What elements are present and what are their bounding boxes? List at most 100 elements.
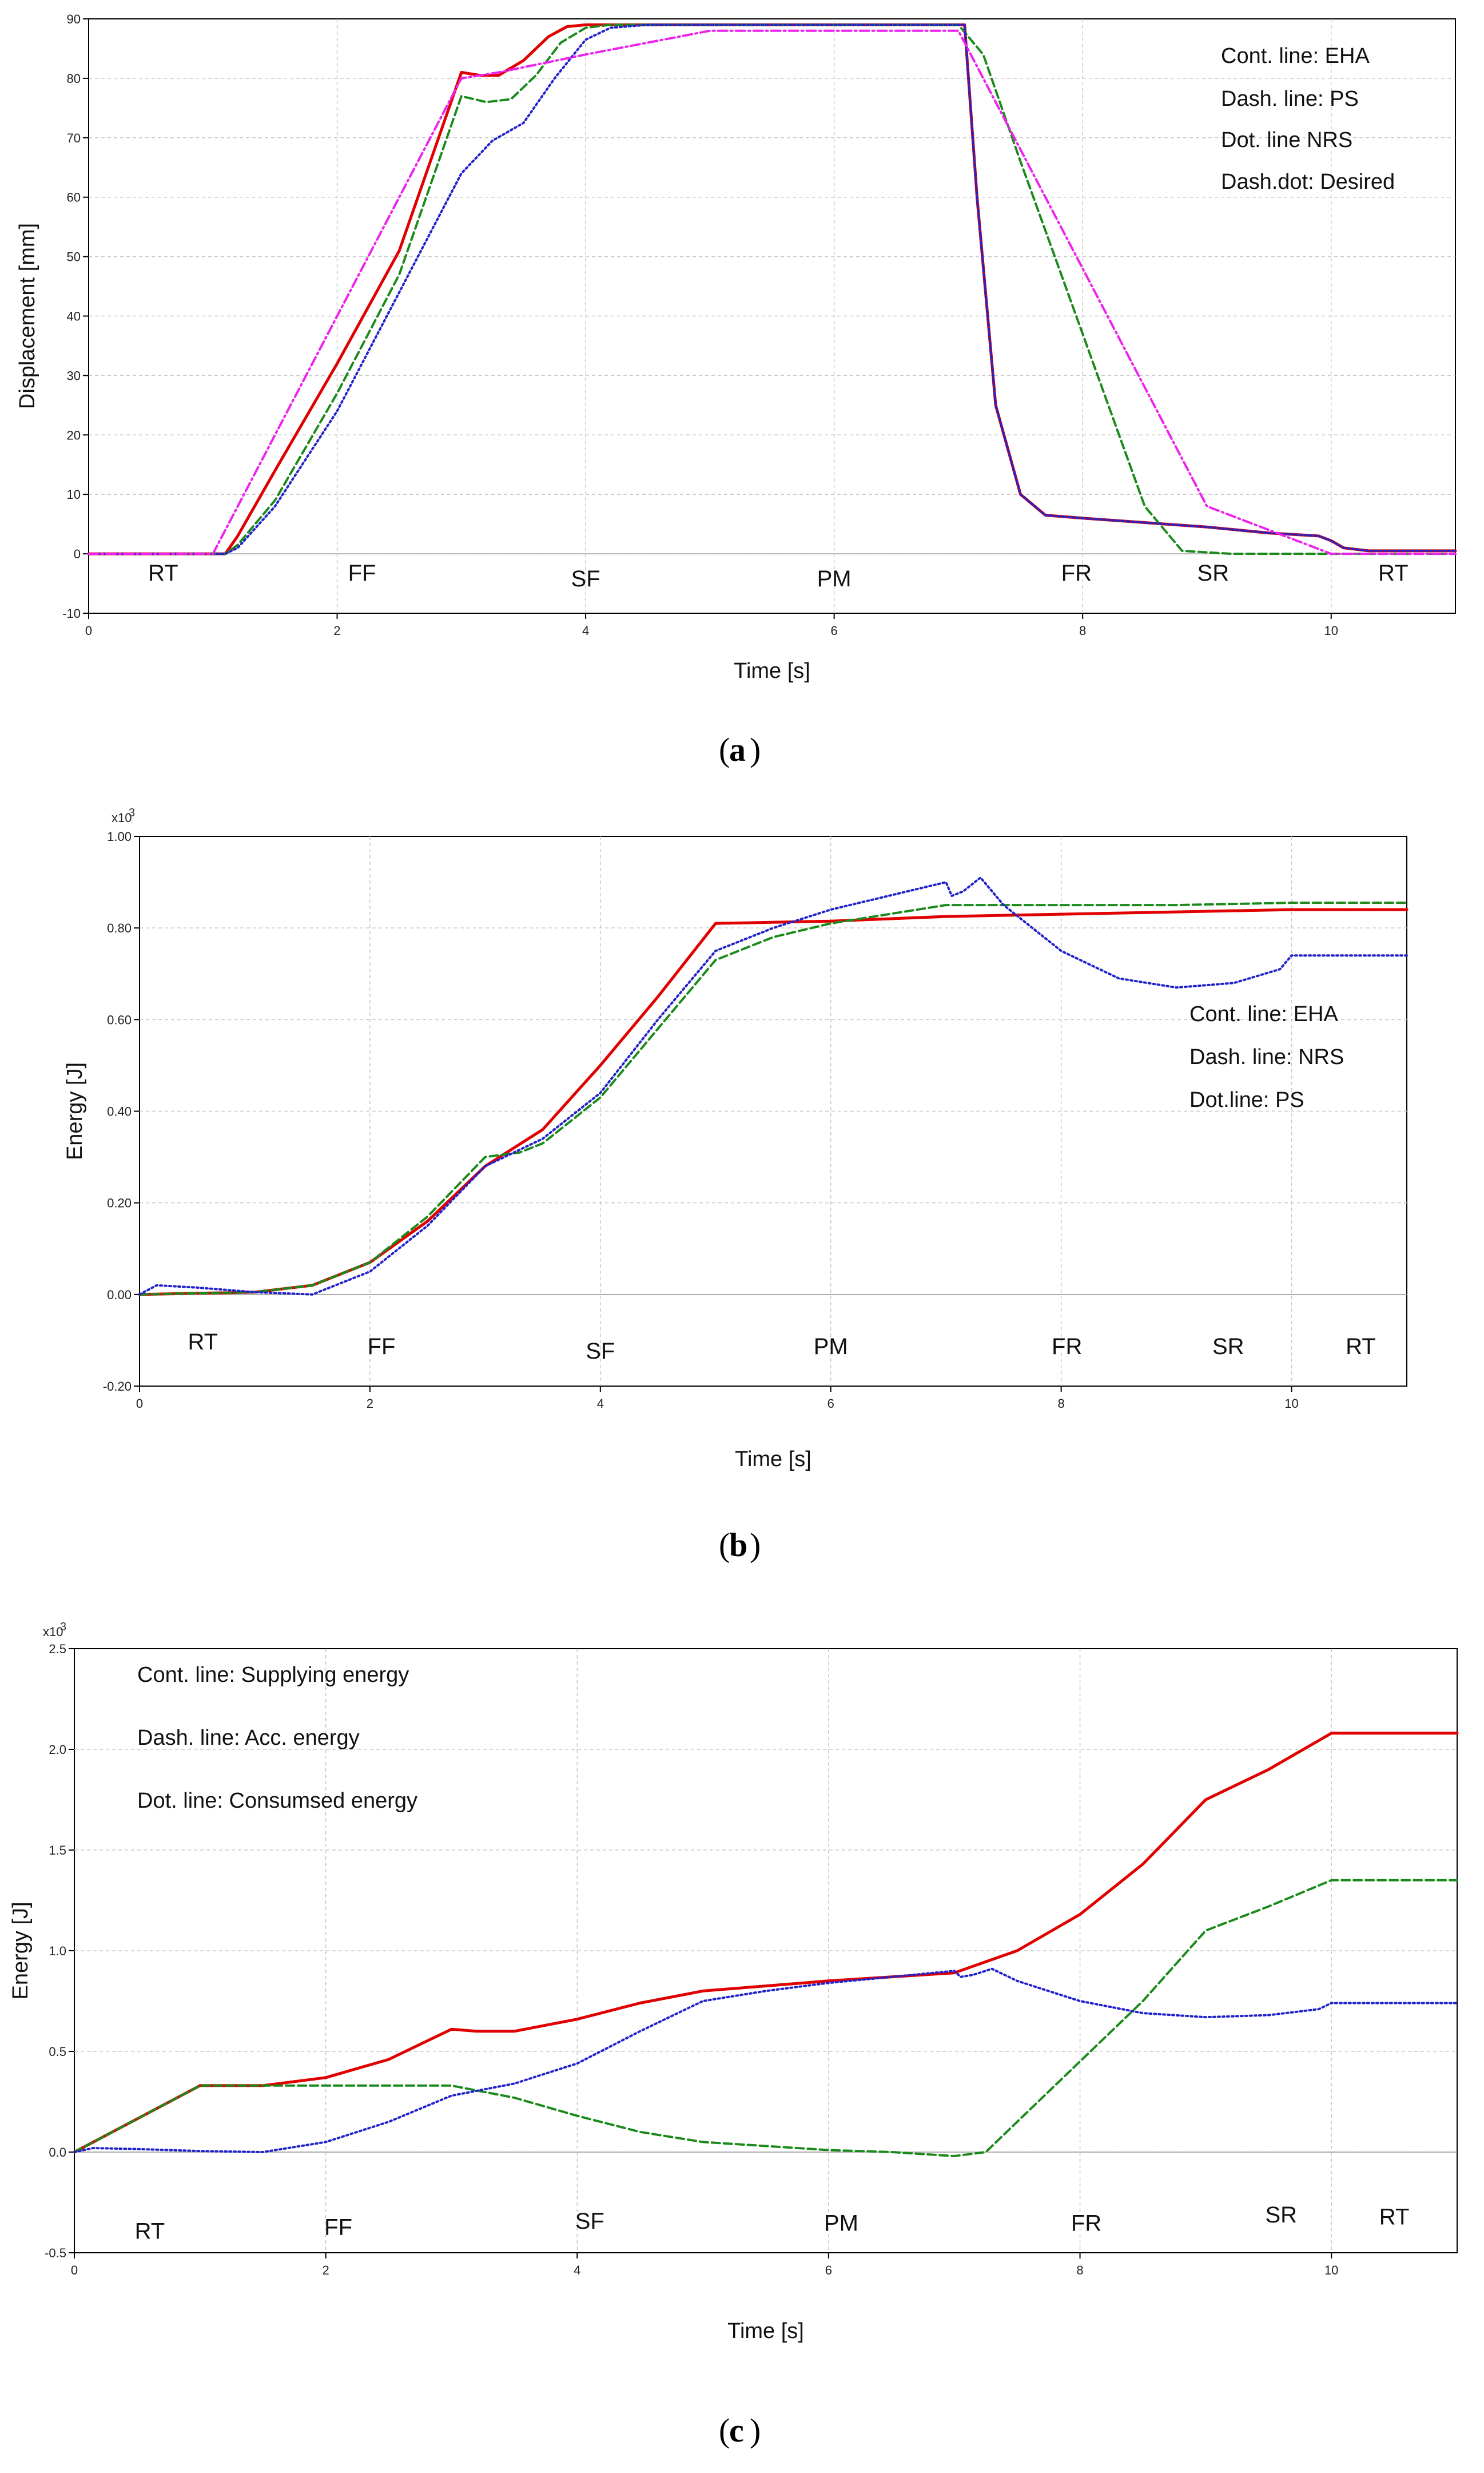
phase-label: PM (814, 1334, 848, 1359)
y-axis-label: Energy [J] (63, 1062, 87, 1160)
y-tick-label: 80 (67, 72, 81, 86)
y-tick-label: 1.5 (49, 1843, 66, 1857)
x-tick-label: 4 (597, 1396, 604, 1411)
phase-label: RT (1346, 1334, 1376, 1359)
phase-label: RT (188, 1329, 218, 1355)
phase-label: FR (1071, 2210, 1101, 2236)
legend-annotation: Dash. line: NRS (1189, 1045, 1344, 1069)
series-line-acc-energy (73, 1879, 1458, 2157)
x-tick-label: 4 (582, 624, 589, 638)
phase-label: SR (1265, 2202, 1297, 2228)
x-tick-label: 2 (367, 1396, 373, 1411)
phase-label: RT (135, 2218, 165, 2244)
legend-annotation: Cont. line: EHA (1221, 44, 1370, 68)
legend-annotation: Cont. line: Supplying energy (137, 1663, 409, 1687)
y-tick-label: 10 (67, 487, 81, 502)
y-tick-label: -10 (62, 606, 81, 621)
y-multiplier-exponent: 3 (60, 1621, 66, 1633)
y-axis-label: Displacement [mm] (15, 223, 39, 409)
y-tick-label: 0.0 (49, 2145, 66, 2160)
x-tick-label: 6 (827, 1396, 834, 1411)
y-multiplier-exponent: 3 (129, 807, 135, 819)
x-tick-label: 10 (1324, 2263, 1338, 2277)
panel-caption-close: ) (750, 731, 761, 768)
legend-annotation: Dash.dot: Desired (1221, 170, 1395, 194)
phase-label: PM (817, 566, 852, 592)
y-multiplier: x10 (112, 811, 132, 825)
phase-label: SR (1212, 1334, 1244, 1359)
y-axis-label: Energy [J] (9, 1902, 33, 1999)
series-line-desired (87, 29, 1457, 555)
legend-annotation: Dot. line NRS (1221, 128, 1352, 152)
chart-panel-b: 0 2 4 6 8 10 -0.20 0.00 0.20 0.40 0.60 0.80 1.00 x103… (63, 807, 1409, 1563)
y-tick-label: 0.40 (107, 1105, 132, 1119)
series-line-ps (138, 876, 1408, 1296)
phase-label: RT (1378, 561, 1409, 586)
x-tick-label: 6 (831, 624, 838, 638)
legend-annotation: Cont. line: EHA (1189, 1002, 1338, 1026)
x-tick-label: 10 (1284, 1396, 1298, 1411)
x-tick-label: 8 (1076, 2263, 1083, 2277)
y-tick-label: 0.20 (107, 1196, 132, 1210)
panel-caption-close: ) (750, 2412, 761, 2449)
phase-label: PM (824, 2210, 858, 2236)
y-tick-label: -0.5 (45, 2246, 66, 2260)
legend-annotation: Dash. line: PS (1221, 87, 1359, 111)
y-tick-label: 70 (67, 131, 81, 145)
phase-label: FF (324, 2214, 352, 2240)
phase-label: FF (368, 1334, 396, 1359)
y-tick-label: 0 (74, 547, 81, 561)
series-line-supplying-energy (73, 1732, 1459, 2154)
panel-caption-open: ( (719, 1526, 730, 1563)
y-tick-label: 0.00 (107, 1288, 132, 1302)
y-tick-label: 0.80 (107, 921, 132, 935)
panel-caption-letter: a (729, 731, 746, 768)
y-tick-label: 40 (67, 309, 81, 324)
x-tick-label: 2 (323, 2263, 329, 2277)
y-tick-label: 1.0 (49, 1944, 66, 1958)
y-tick-label: -0.20 (103, 1379, 132, 1394)
phase-label: SF (586, 1339, 615, 1364)
x-tick-label: 0 (136, 1396, 143, 1411)
x-tick-label: 0 (71, 2263, 78, 2277)
y-tick-label: 1.00 (107, 829, 132, 844)
y-tick-label: 20 (67, 428, 81, 442)
series-line-nrs (138, 902, 1408, 1296)
x-tick-label: 4 (574, 2263, 580, 2277)
panel-caption-letter: b (729, 1526, 747, 1563)
chart-panel-a: 0 2 4 6 8 10 -10 0 10 20 30 40 50 60 70 80 90 Time [s] Dis… (15, 12, 1457, 768)
y-tick-label: 0.60 (107, 1013, 132, 1027)
panel-caption-open: ( (719, 731, 730, 768)
phase-label: SF (575, 2209, 604, 2234)
phase-label: FF (348, 561, 376, 586)
x-tick-label: 6 (825, 2263, 832, 2277)
panel-caption-open: ( (719, 2412, 730, 2449)
y-multiplier: x10 (43, 1625, 63, 1639)
series-line-nrs (87, 23, 1457, 555)
x-tick-label: 8 (1058, 1396, 1065, 1411)
x-axis-label: Time [s] (734, 659, 810, 683)
phase-label: SF (571, 566, 600, 592)
series-line-consumsed-energy (73, 1967, 1458, 2153)
x-tick-label: 8 (1079, 624, 1086, 638)
x-tick-label: 2 (333, 624, 340, 638)
phase-label: FR (1061, 561, 1092, 586)
phase-label: SR (1197, 561, 1230, 586)
legend-annotation: Dash. line: Acc. energy (137, 1726, 360, 1750)
x-tick-label: 0 (85, 624, 92, 638)
legend-annotation: Dot.line: PS (1189, 1088, 1304, 1112)
y-tick-label: 60 (67, 190, 81, 205)
x-tick-label: 10 (1324, 624, 1338, 638)
y-tick-label: 2.0 (49, 1742, 66, 1757)
y-tick-label: 30 (67, 368, 81, 383)
legend-annotation: Dot. line: Consumsed energy (137, 1789, 417, 1813)
y-tick-label: 50 (67, 250, 81, 264)
y-tick-label: 2.5 (49, 1642, 66, 1656)
y-tick-label: 90 (67, 12, 81, 26)
panel-caption-close: ) (750, 1526, 761, 1563)
phase-label: RT (1379, 2205, 1410, 2230)
x-axis-label: Time [s] (735, 1447, 811, 1471)
phase-label: FR (1052, 1334, 1082, 1359)
